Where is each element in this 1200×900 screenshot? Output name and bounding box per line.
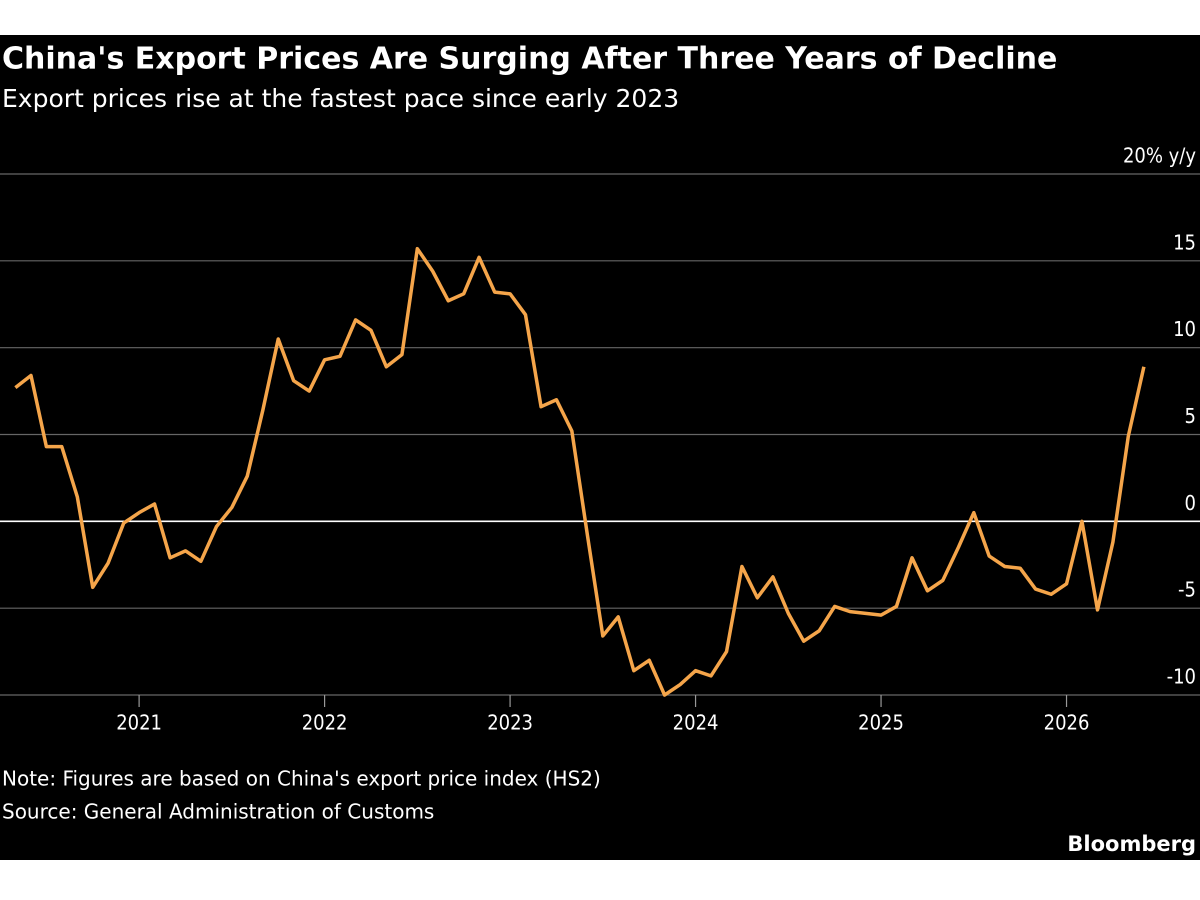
chart-title: China's Export Prices Are Surging After … [2,42,1057,77]
data-line [14,246,1146,697]
y-tick-label: 0 [1185,491,1196,515]
x-tick-label: 2023 [487,711,533,735]
y-tick-label: 20% y/y [1123,144,1196,168]
brand: Bloomberg [1067,832,1196,856]
x-tick-label: 2021 [116,711,162,735]
x-tick-label: 2022 [302,711,348,735]
x-tick-label: 2024 [673,711,719,735]
y-tick-label: -10 [1167,665,1196,689]
y-tick-label: 10 [1173,317,1196,341]
note: Note: Figures are based on China's expor… [2,767,601,791]
y-tick-label: -5 [1178,578,1196,602]
source: Source: General Administration of Custom… [2,800,434,824]
y-tick-label: 15 [1173,230,1196,254]
background [0,35,1200,860]
x-tick-label: 2026 [1044,711,1090,735]
chart-subtitle: Export prices rise at the fastest pace s… [2,84,679,113]
x-tick-label: 2025 [858,711,904,735]
y-tick-label: 5 [1185,404,1196,428]
